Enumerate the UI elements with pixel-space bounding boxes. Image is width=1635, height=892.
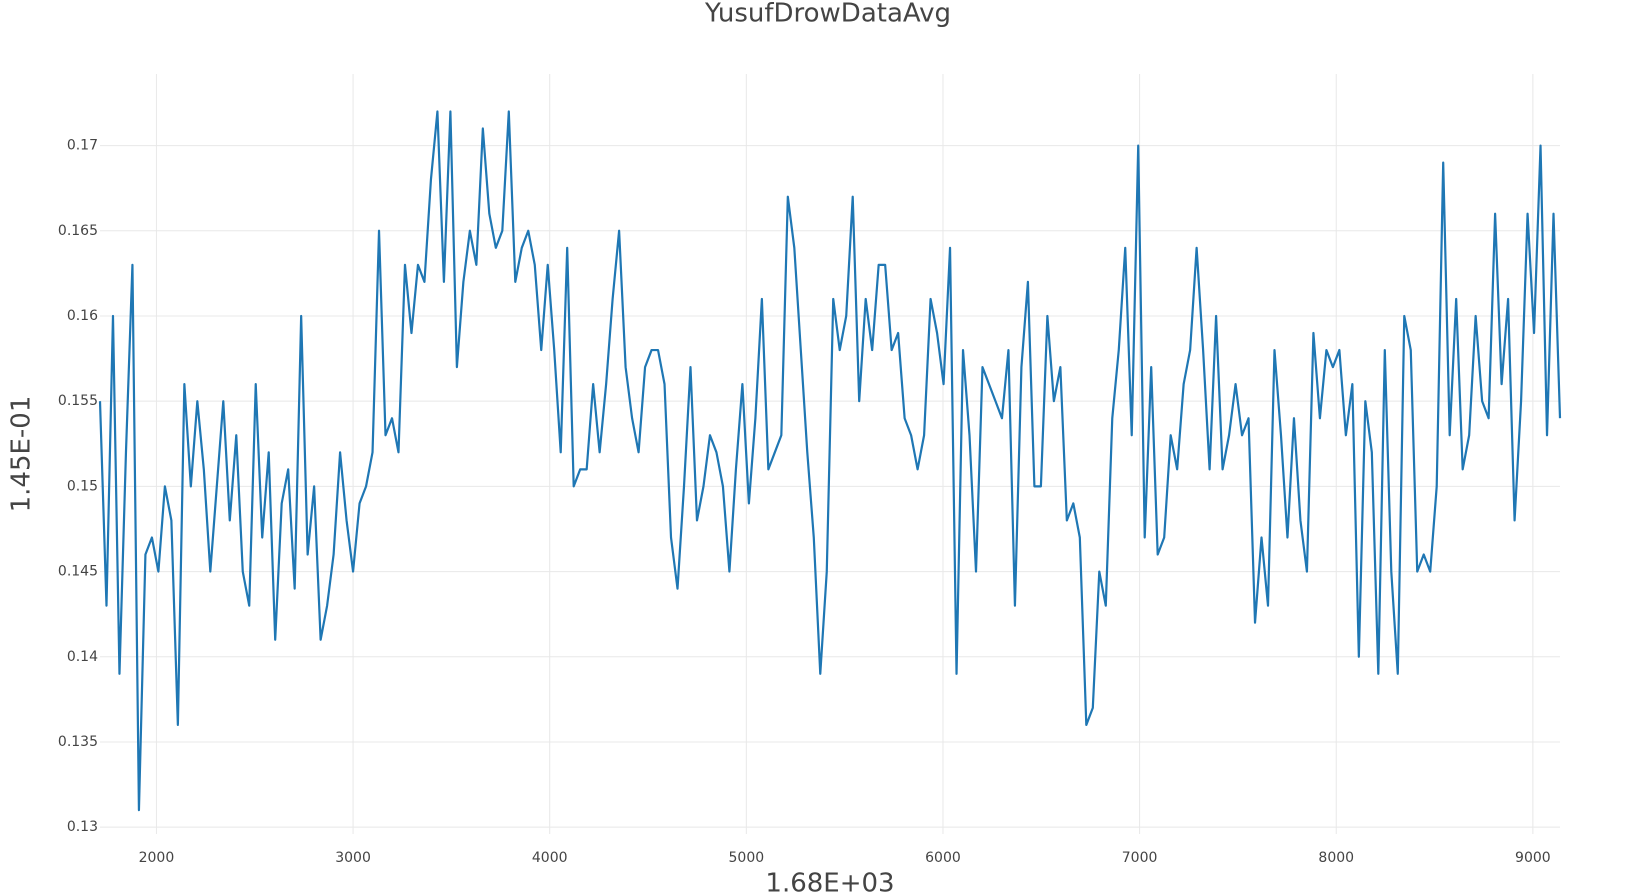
x-tick-label: 6000 <box>925 850 961 866</box>
x-tick-label: 3000 <box>335 850 371 866</box>
y-tick-label: 0.145 <box>58 564 98 580</box>
x-tick-label: 4000 <box>532 850 568 866</box>
y-tick-label: 0.135 <box>58 734 98 750</box>
y-tick-label: 0.165 <box>58 223 98 239</box>
x-tick-label: 2000 <box>139 850 175 866</box>
y-tick-label: 0.13 <box>67 819 98 835</box>
x-axis-title: 1.68E+03 <box>765 869 894 892</box>
y-tick-label: 0.155 <box>58 393 98 409</box>
chart-title: YusufDrowDataAvg <box>704 0 951 29</box>
y-tick-label: 0.16 <box>67 308 98 324</box>
y-tick-label: 0.15 <box>67 478 98 494</box>
x-tick-label: 5000 <box>729 850 765 866</box>
y-tick-label: 0.17 <box>67 138 98 154</box>
y-axis-title: 1.45E-01 <box>7 396 37 513</box>
x-tick-label: 7000 <box>1122 850 1158 866</box>
x-tick-label: 8000 <box>1318 850 1354 866</box>
y-tick-label: 0.14 <box>67 649 98 665</box>
x-tick-label: 9000 <box>1515 850 1551 866</box>
data-line <box>98 110 1562 812</box>
